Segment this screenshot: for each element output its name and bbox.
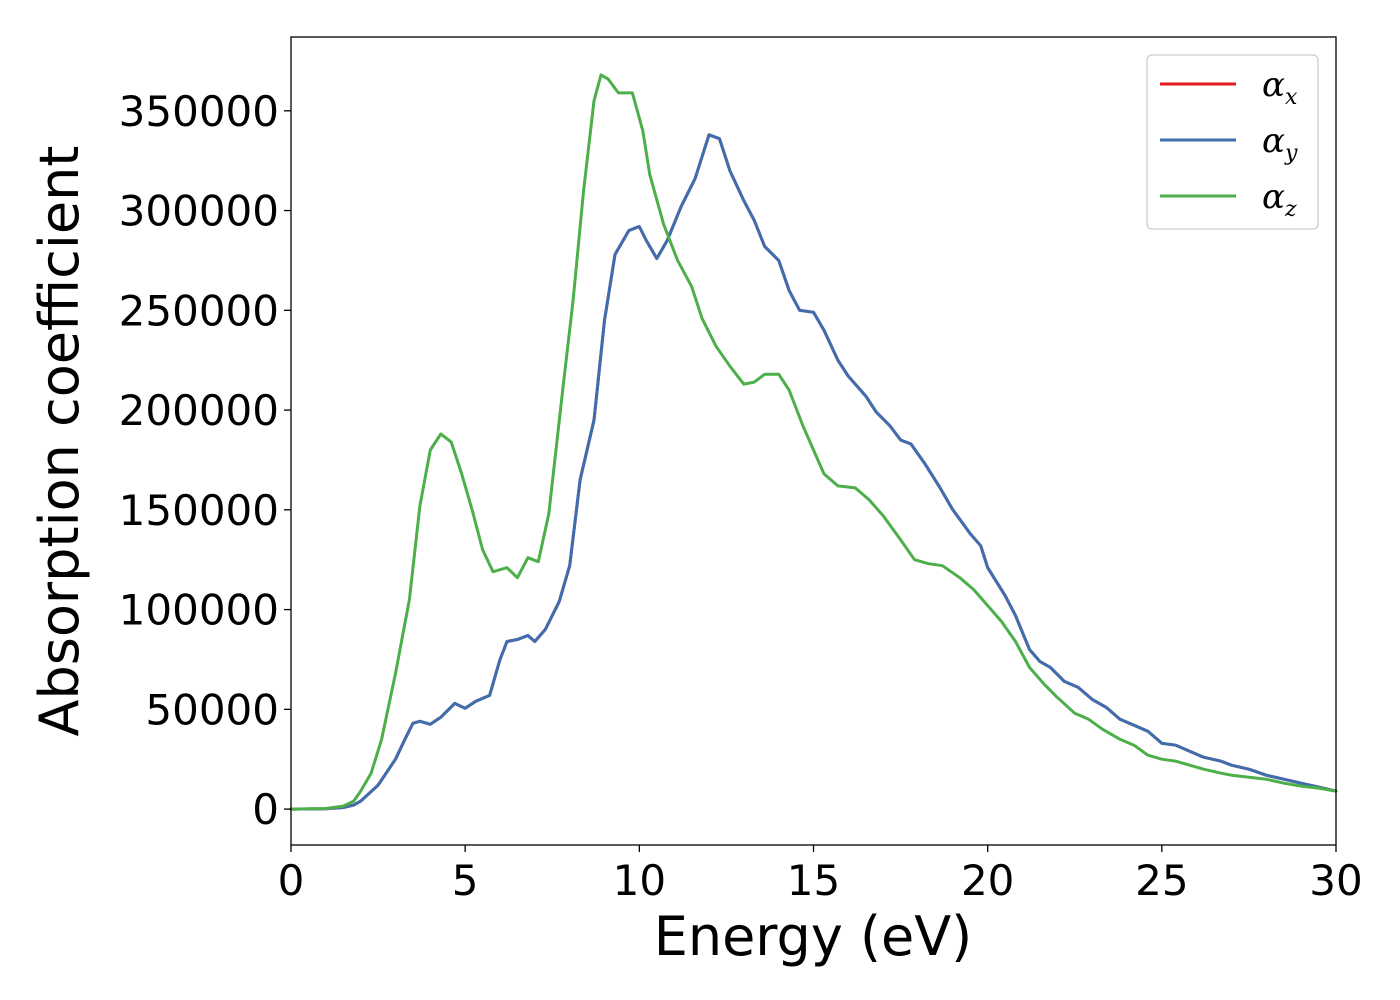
x-tick-label: 5 [452,856,479,905]
series-layer [289,73,1338,811]
legend-subscript-x: x [1285,85,1298,110]
series-line-x [289,133,1338,811]
legend-box [1146,54,1319,230]
y-ticks: 0 50000 100000 150000 200000 250000 300000 3500… [119,87,291,834]
series-line-z [289,73,1338,811]
y-tick-label: 300000 [119,187,279,236]
x-tick-label: 25 [1135,856,1188,905]
x-tick-label: 15 [787,856,840,905]
x-tick-label: 20 [961,856,1014,905]
y-tick-label: 100000 [119,586,279,635]
y-tick-label: 50000 [145,685,279,734]
x-tick-label: 10 [613,856,666,905]
x-ticks: 0 5 10 15 20 25 30 [278,845,1363,905]
y-tick-label: 250000 [119,286,279,335]
y-tick-label: 200000 [119,386,279,435]
x-tick-label: 30 [1309,856,1362,905]
legend-subscript-z: z [1284,197,1297,222]
y-axis-title: Absorption coefficient [28,146,91,737]
x-tick-label: 0 [278,856,305,905]
legend-subscript-y: y [1284,141,1298,166]
y-tick-label: 150000 [119,486,279,535]
y-tick-label: 0 [252,785,279,834]
y-tick-label: 350000 [119,87,279,136]
series-line-y [289,133,1338,811]
x-axis-title: Energy (eV) [654,905,973,968]
